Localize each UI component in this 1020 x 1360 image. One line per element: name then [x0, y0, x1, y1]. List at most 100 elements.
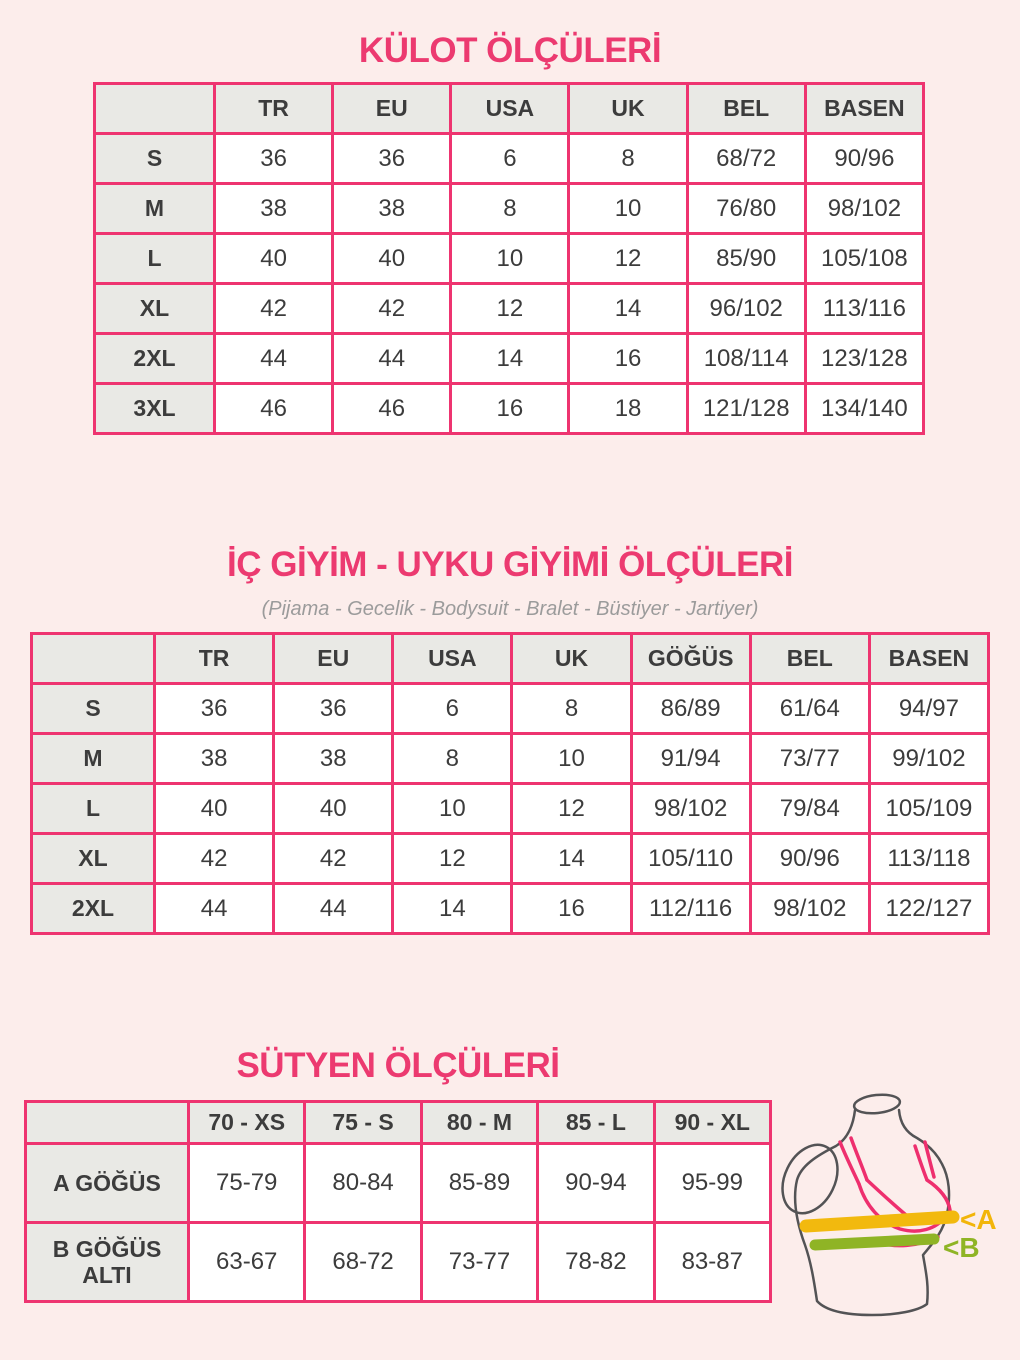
size-cell: 42 — [272, 832, 395, 885]
column-header: USA — [449, 82, 571, 135]
size-cell: 36 — [272, 682, 395, 735]
table-row: S 36 36 6 8 68/72 90/96 — [93, 132, 926, 185]
row-label: M — [93, 182, 216, 235]
size-cell: 36 — [152, 682, 276, 735]
column-header: BASEN — [867, 632, 991, 685]
row-label: 2XL — [30, 882, 156, 935]
size-cell: 14 — [391, 882, 514, 935]
row-label: B GÖĞÜS ALTI — [24, 1221, 190, 1303]
size-cell: 16 — [567, 332, 689, 385]
size-cell: 98/102 — [629, 782, 752, 835]
size-cell: 90/96 — [748, 832, 871, 885]
size-cell: 90-94 — [536, 1142, 656, 1224]
size-cell: 12 — [567, 232, 689, 285]
size-cell: 12 — [449, 282, 571, 335]
size-cell: 61/64 — [748, 682, 871, 735]
size-cell: 38 — [212, 182, 335, 235]
size-cell: 105/108 — [803, 232, 926, 285]
underwear-sleepwear-sizes-table: TR EU USA UK GÖĞÜS BEL BASEN S 36 36 6 8 86/89 61/64 9… — [30, 632, 991, 935]
corner-cell — [30, 632, 156, 685]
size-cell: 40 — [212, 232, 335, 285]
column-header: 70 - XS — [186, 1100, 307, 1145]
size-cell: 83-87 — [652, 1221, 773, 1303]
size-cell: 73-77 — [419, 1221, 540, 1303]
column-header: USA — [391, 632, 514, 685]
size-cell: 79/84 — [748, 782, 871, 835]
size-cell: 121/128 — [685, 382, 807, 435]
size-cell: 36 — [212, 132, 335, 185]
size-cell: 75-79 — [186, 1142, 307, 1224]
table-row: 2XL 44 44 14 16 112/116 98/102 122/127 — [30, 882, 991, 935]
size-cell: 85-89 — [419, 1142, 540, 1224]
size-cell: 42 — [212, 282, 335, 335]
row-label: S — [30, 682, 156, 735]
bra-sizes-title: SÜTYEN ÖLÇÜLERİ — [236, 1046, 560, 1085]
table-header-row: 70 - XS 75 - S 80 - M 85 - L 90 - XL — [24, 1100, 773, 1145]
row-label: XL — [30, 832, 156, 885]
table-row: M 38 38 8 10 76/80 98/102 — [93, 182, 926, 235]
column-header: BASEN — [803, 82, 926, 135]
table-row: A GÖĞÜS 75-79 80-84 85-89 90-94 95-99 — [24, 1142, 773, 1224]
size-cell: 14 — [510, 832, 633, 885]
mannequin-torso-outline — [793, 1108, 951, 1317]
corner-cell — [93, 82, 216, 135]
size-cell: 6 — [449, 132, 571, 185]
band-b-label: <B — [943, 1232, 980, 1263]
size-cell: 8 — [567, 132, 689, 185]
column-header: TR — [152, 632, 276, 685]
size-cell: 40 — [272, 782, 395, 835]
column-header: 85 - L — [536, 1100, 656, 1145]
size-cell: 16 — [449, 382, 571, 435]
underwear-sleepwear-title: İÇ GİYİM - UYKU GİYİMİ ÖLÇÜLERİ — [227, 545, 793, 584]
size-cell: 73/77 — [748, 732, 871, 785]
size-cell: 90/96 — [803, 132, 926, 185]
size-cell: 8 — [391, 732, 514, 785]
row-label: L — [93, 232, 216, 285]
size-cell: 42 — [331, 282, 453, 335]
size-cell: 99/102 — [867, 732, 991, 785]
size-cell: 44 — [212, 332, 335, 385]
size-cell: 105/110 — [629, 832, 752, 885]
size-cell: 80-84 — [303, 1142, 423, 1224]
column-header: 90 - XL — [652, 1100, 773, 1145]
table-row: XL 42 42 12 14 96/102 113/116 — [93, 282, 926, 335]
column-header: EU — [331, 82, 453, 135]
bra-sizes-table: 70 - XS 75 - S 80 - M 85 - L 90 - XL A GÖĞÜS 7… — [24, 1100, 773, 1303]
row-label: 3XL — [93, 382, 216, 435]
column-header: 80 - M — [419, 1100, 540, 1145]
size-cell: 8 — [449, 182, 571, 235]
size-cell: 98/102 — [803, 182, 926, 235]
band-a-label: <A — [960, 1204, 997, 1235]
size-cell: 68/72 — [685, 132, 807, 185]
size-cell: 18 — [567, 382, 689, 435]
table-row: 2XL 44 44 14 16 108/114 123/128 — [93, 332, 926, 385]
corner-cell — [24, 1100, 190, 1145]
column-header: EU — [272, 632, 395, 685]
table-row: XL 42 42 12 14 105/110 90/96 113/118 — [30, 832, 991, 885]
size-cell: 12 — [391, 832, 514, 885]
size-cell: 95-99 — [652, 1142, 773, 1224]
table-row: B GÖĞÜS ALTI 63-67 68-72 73-77 78-82 83-87 — [24, 1221, 773, 1303]
table-header-row: TR EU USA UK GÖĞÜS BEL BASEN — [30, 632, 991, 685]
size-cell: 96/102 — [685, 282, 807, 335]
table-row: L 40 40 10 12 98/102 79/84 105/109 — [30, 782, 991, 835]
table-header-row: TR EU USA UK BEL BASEN — [93, 82, 926, 135]
size-cell: 46 — [212, 382, 335, 435]
row-label: XL — [93, 282, 216, 335]
size-cell: 10 — [449, 232, 571, 285]
size-cell: 6 — [391, 682, 514, 735]
size-cell: 134/140 — [803, 382, 926, 435]
size-cell: 10 — [391, 782, 514, 835]
row-label: L — [30, 782, 156, 835]
column-header: GÖĞÜS — [629, 632, 752, 685]
size-cell: 40 — [152, 782, 276, 835]
size-cell: 10 — [567, 182, 689, 235]
size-cell: 44 — [331, 332, 453, 385]
column-header: BEL — [685, 82, 807, 135]
size-cell: 98/102 — [748, 882, 871, 935]
size-cell: 86/89 — [629, 682, 752, 735]
size-cell: 36 — [331, 132, 453, 185]
size-cell: 42 — [152, 832, 276, 885]
column-header: UK — [567, 82, 689, 135]
